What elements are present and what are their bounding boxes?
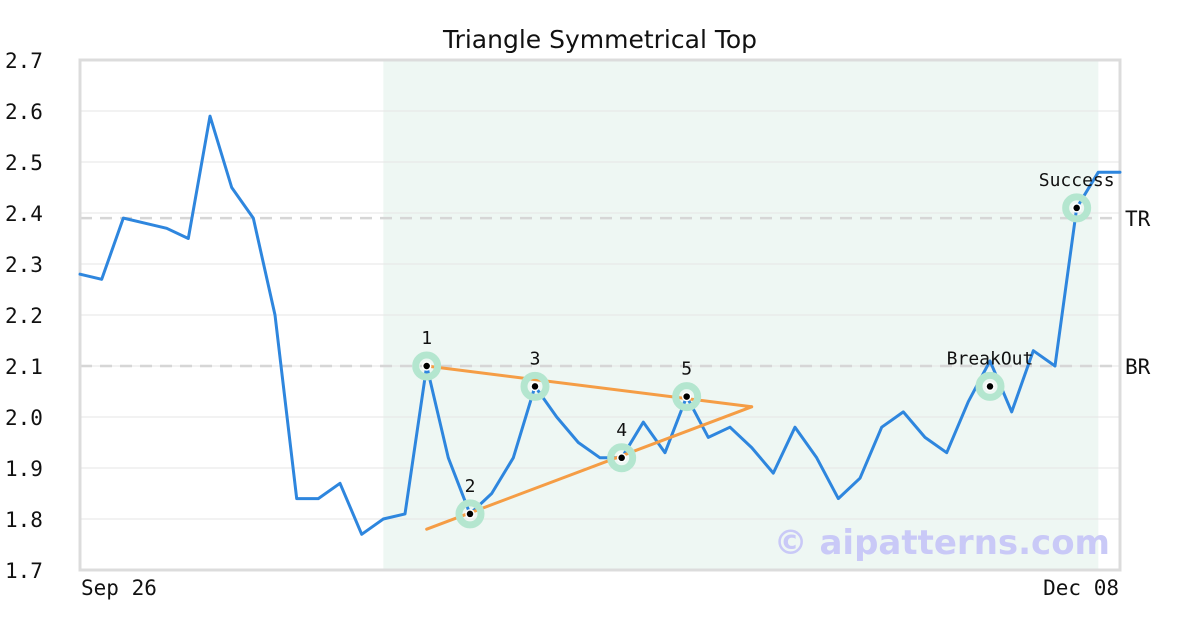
grid-layer [80,110,1120,520]
pattern-point [1071,203,1082,213]
y-tick-label: 1.9 [5,457,43,481]
pattern-point [465,509,475,519]
pattern-point-halo [672,382,702,412]
y-tick-label: 2.2 [5,304,43,328]
pattern-point-halo [1062,193,1092,223]
pattern-point-label: Success [1039,170,1115,191]
reference-lines-layer: TR BR [80,207,1151,379]
x-axis-tick-labels: Sep 26 Dec 08 [81,576,1119,600]
y-tick-label: 2.0 [5,406,43,430]
pattern-point [985,381,995,392]
pattern-point-label: 2 [465,476,476,497]
y-tick-label: 2.3 [5,253,43,277]
pattern-point-label: 3 [530,348,541,369]
watermark: © aipatterns.com [774,523,1110,563]
y-tick-label: 1.8 [5,508,43,532]
y-axis-tick-labels: 1.7 1.8 1.9 2.0 2.1 2.2 2.3 2.4 2.5 2.6 2.7 [5,49,43,583]
y-tick-label: 2.6 [5,100,43,124]
pattern-point-label: 5 [681,359,692,380]
price-line [78,114,1122,536]
x-tick-label: Dec 08 [1043,576,1119,600]
y-tick-label: 1.7 [5,559,43,583]
x-tick-label: Sep 26 [81,576,157,600]
y-tick-label: 2.7 [5,49,43,73]
pattern-point [616,453,627,463]
pattern-point-label: 1 [421,328,432,349]
y-tick-label: 2.1 [5,355,43,379]
pattern-point [421,361,432,371]
pattern-point-halo [975,371,1005,401]
chart-title: Triangle Symmetrical Top [442,25,757,54]
pattern-point-halo [412,351,442,381]
pattern-point-label: 4 [616,420,627,441]
pattern-point-label: BreakOut [947,348,1034,369]
pattern-point [681,391,692,402]
y-tick-label: 2.5 [5,151,43,175]
pattern-point-halo [520,371,550,401]
pattern-point-halo [455,499,485,529]
y-tick-label: 2.4 [5,202,43,226]
series-layer [78,114,1122,536]
pattern-points-layer: 1 2 3 4 5 BreakOut Success [412,170,1115,529]
pattern-point [530,381,540,392]
pattern-point-halo [607,443,637,473]
plot-frame [78,58,1122,572]
reference-line-label: BR [1125,355,1151,379]
reference-line-label: TR [1125,207,1151,231]
